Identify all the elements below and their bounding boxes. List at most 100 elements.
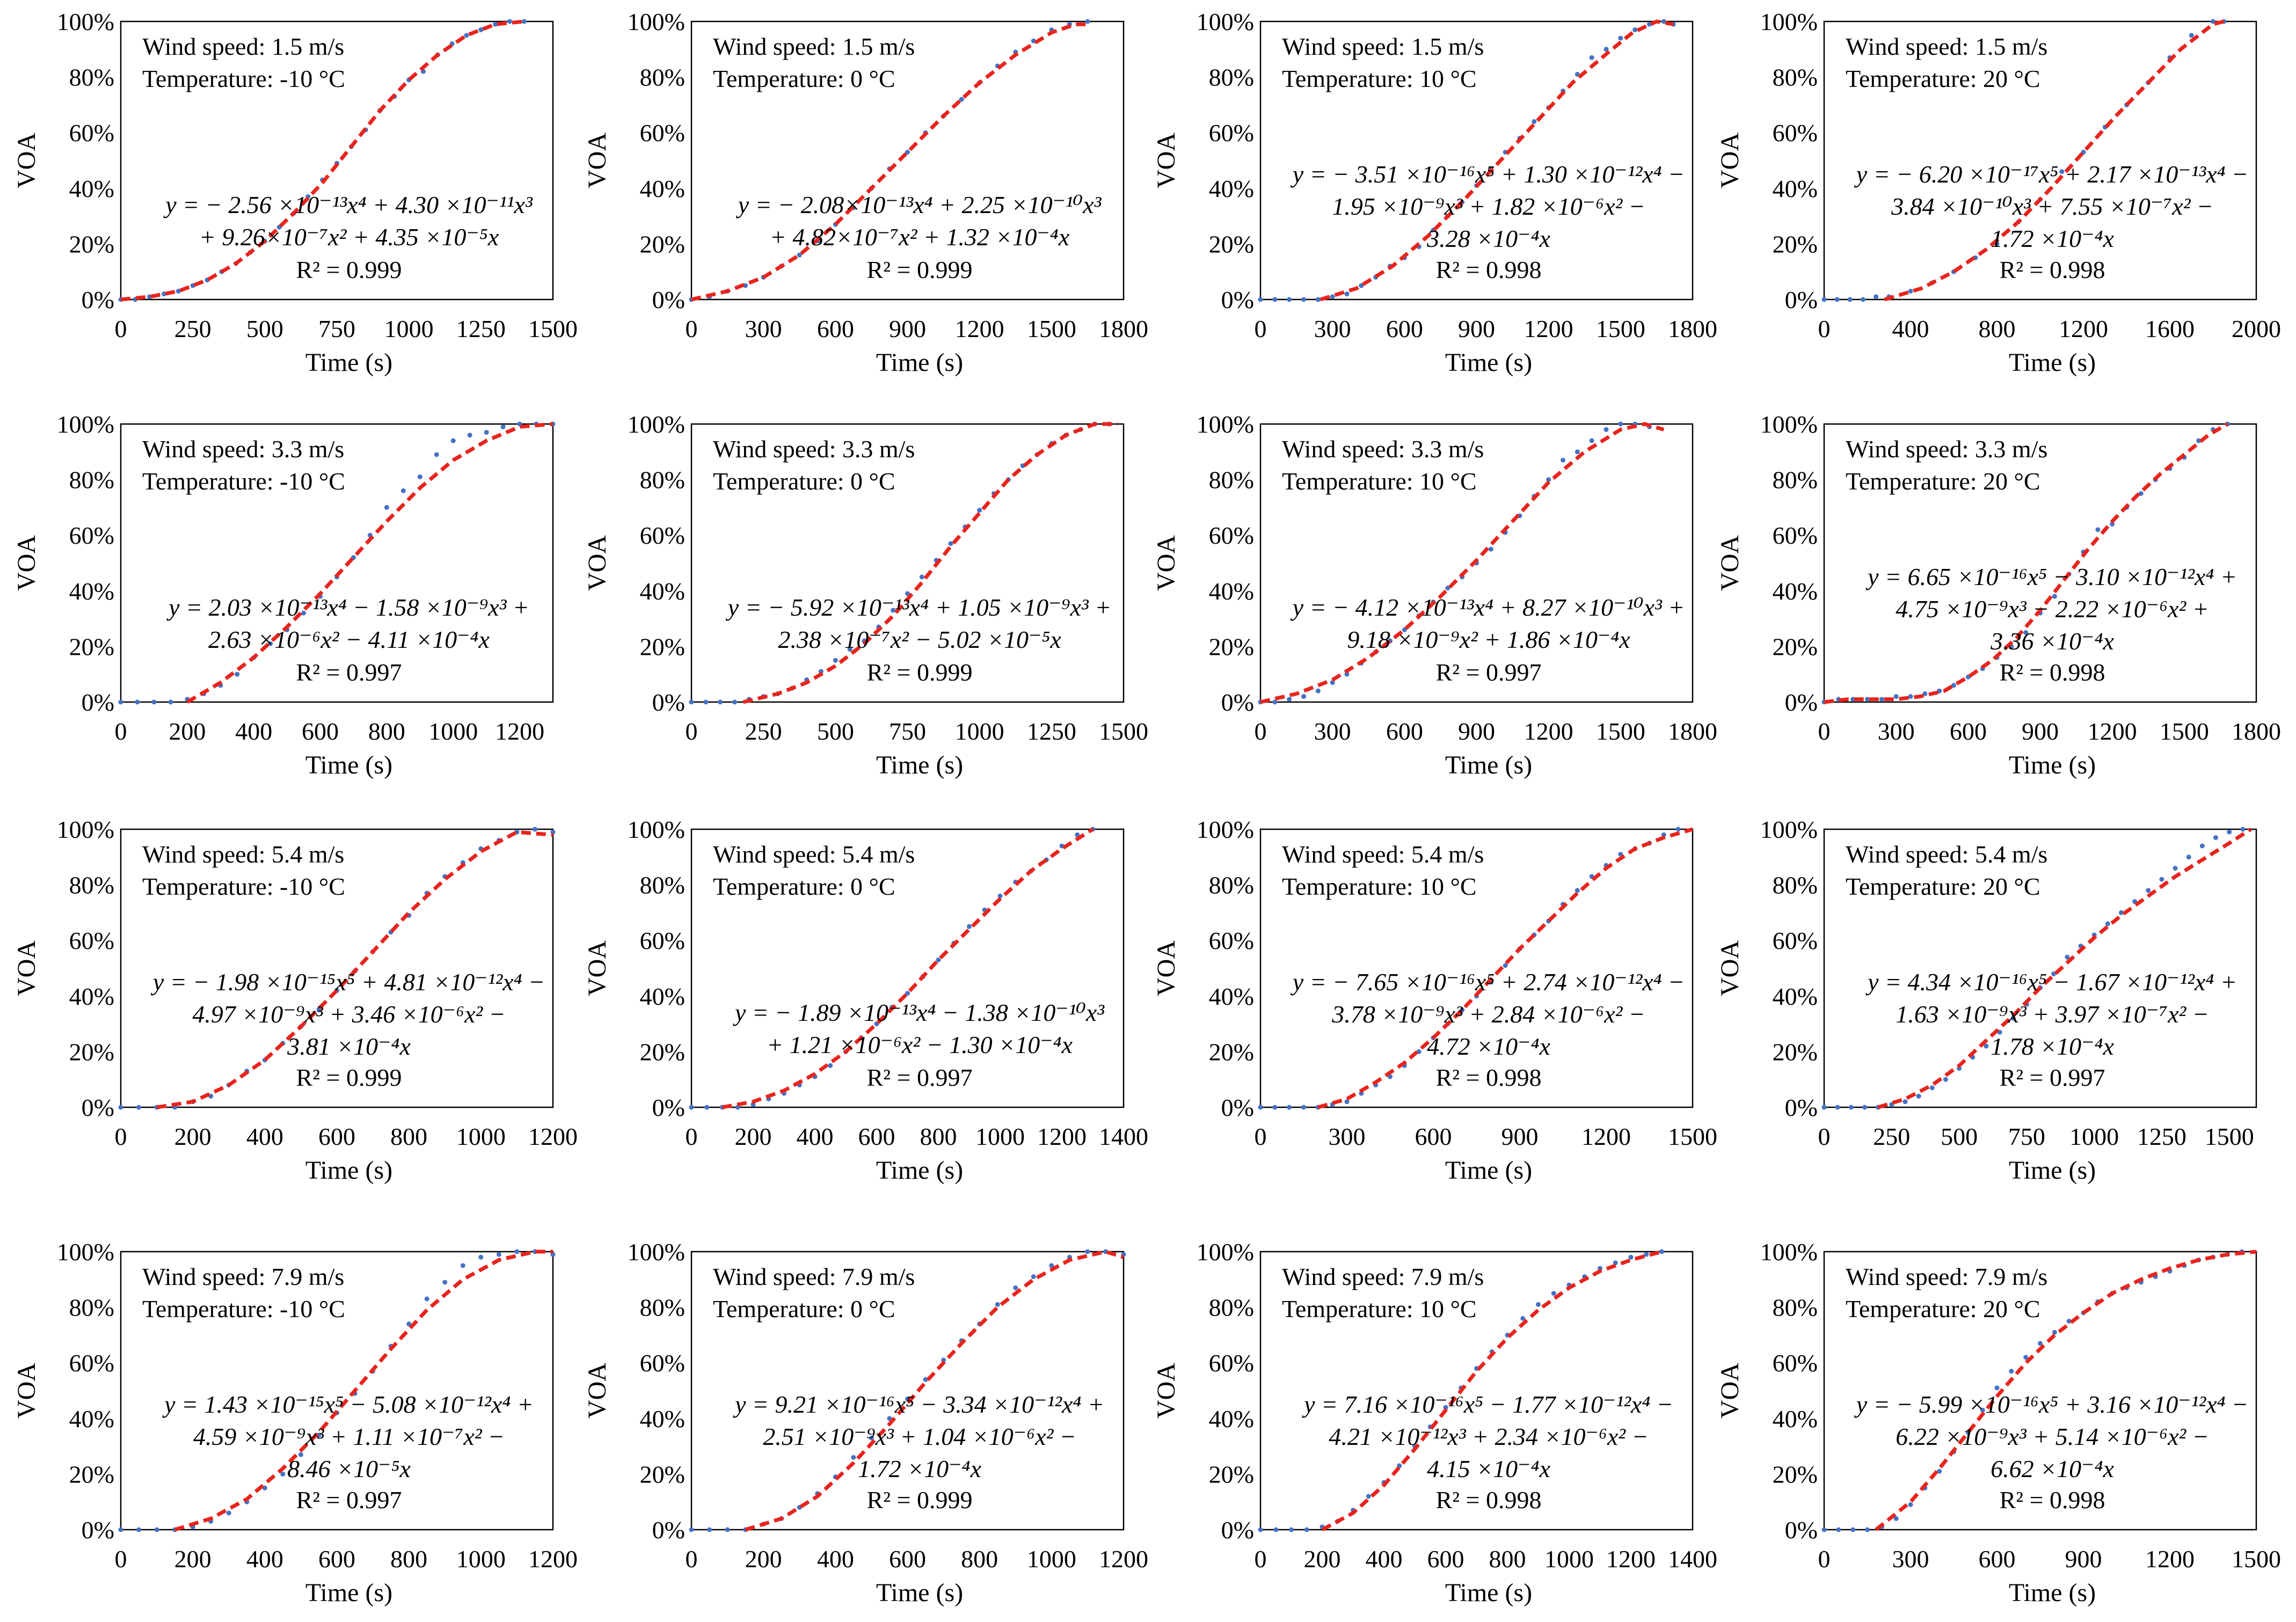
x-tick-label: 200 [174,1545,212,1573]
temperature-label: Temperature: 20 °C [1846,873,2040,900]
y-axis-title: VOA [1716,940,1744,996]
y-tick-label: 60% [640,1349,685,1377]
chart-panel: 0% 20% 40% 60% 80% 100% 0 200 400 600 800 1000 1200 T… [12,1238,578,1607]
measured-point [434,452,439,457]
measured-point [1589,438,1594,443]
x-tick-label: 400 [246,1123,283,1150]
measured-point [2059,169,2065,174]
x-tick-label: 0 [1255,315,1267,342]
x-tick-label: 300 [745,315,782,342]
x-tick-label: 600 [1950,718,1987,745]
measured-point [919,574,924,580]
r-squared-label: R² = 0.997 [296,659,402,686]
x-tick-label: 400 [1366,1545,1403,1573]
y-tick-label: 60% [69,119,114,147]
x-tick-label: 800 [920,1123,957,1150]
measured-point [1258,297,1263,302]
x-tick-label: 1000 [456,1123,506,1150]
y-tick-label: 40% [1773,578,1818,605]
y-tick-label: 100% [57,1238,114,1266]
r-squared-label: R² = 0.998 [2000,256,2105,283]
fit-curve [1260,422,1665,704]
r-squared-label: R² = 0.999 [296,256,402,283]
measured-point [1865,697,1870,702]
y-tick-label: 20% [1209,1038,1254,1065]
r-squared-label: R² = 0.999 [867,1486,973,1514]
measured-point [995,1302,1000,1307]
x-tick-label: 1500 [1027,315,1076,342]
measured-point [442,1280,448,1285]
x-tick-label: 0 [1255,718,1267,745]
y-tick-label: 100% [628,1238,685,1266]
regression-equation-line: y = − 7.65 ×10⁻¹⁶x⁵ + 2.74 ×10⁻¹²x⁴ − [1291,968,1685,996]
measured-point [689,699,694,705]
x-tick-label: 0 [115,315,127,342]
y-tick-label: 60% [1209,927,1254,954]
x-tick-label: 0 [1818,1123,1831,1150]
wind-speed-label: Wind speed: 7.9 m/s [713,1263,915,1290]
chart-panel: 0% 20% 40% 60% 80% 100% 0 200 400 600 800 1000 1200 T… [583,1238,1148,1607]
x-tick-label: 1000 [1027,1545,1076,1573]
x-tick-label: 0 [686,1545,698,1573]
measured-point [176,288,181,294]
y-tick-label: 60% [1773,1349,1818,1377]
x-tick-label: 1250 [456,315,506,342]
measured-point [1632,27,1638,33]
x-tick-label: 1000 [456,1545,506,1573]
x-axis-title: Time (s) [876,348,963,377]
x-tick-label: 800 [390,1545,427,1573]
y-tick-label: 0% [1785,689,1818,716]
y-tick-label: 20% [69,1460,114,1488]
wind-speed-label: Wind speed: 1.5 m/s [142,33,344,60]
measured-point [1013,1285,1018,1290]
x-tick-label: 750 [889,718,926,745]
x-tick-label: 900 [1458,718,1495,745]
measured-point [118,699,123,705]
measured-point [1922,691,1928,696]
measured-point [936,957,941,962]
x-tick-label: 1200 [2088,718,2137,745]
measured-point [2009,1369,2014,1374]
measured-point [1984,1043,1989,1049]
measured-point [1644,1252,1649,1257]
wind-speed-label: Wind speed: 5.4 m/s [142,841,344,868]
y-axis-title: VOA [583,133,611,188]
measured-point [1661,19,1666,24]
x-tick-label: 1200 [1581,1123,1631,1150]
x-axis-title: Time (s) [1445,1579,1532,1607]
y-tick-label: 40% [640,175,685,202]
measured-point [1301,297,1306,302]
x-tick-label: 400 [246,1545,283,1573]
y-tick-label: 0% [1221,286,1254,313]
measured-point [689,1105,694,1110]
measured-point [1835,1105,1840,1110]
y-tick-label: 40% [1773,175,1818,202]
measured-point [1834,297,1840,302]
measured-point [2105,921,2110,926]
x-tick-label: 300 [1892,1545,1929,1573]
measured-point [1520,1316,1526,1321]
measured-point [869,1435,874,1441]
x-tick-label: 1800 [1099,315,1148,342]
x-tick-label: 800 [390,1123,427,1150]
measured-point [828,1063,833,1068]
r-squared-label: R² = 0.999 [867,659,973,686]
y-axis-title: VOA [1716,1363,1744,1419]
fit-curve [1884,19,2225,302]
y-tick-label: 20% [640,633,685,660]
regression-equation-line: 4.72 ×10⁻⁴x [1427,1033,1550,1060]
y-tick-label: 100% [628,8,685,35]
measured-point [1315,688,1321,693]
y-tick-label: 40% [1209,578,1254,605]
x-tick-label: 300 [1329,1123,1366,1150]
y-tick-label: 0% [1785,1094,1818,1121]
x-tick-label: 600 [817,315,854,342]
regression-equation-line: y = − 4.12 ×10⁻¹³x⁴ + 8.27 ×10⁻¹⁰x³ + [1291,594,1685,621]
regression-equation-line: 3.36 ×10⁻⁴x [1990,627,2114,655]
y-tick-label: 80% [640,872,685,899]
measured-point [1943,1077,1948,1082]
x-tick-label: 300 [1314,718,1351,745]
x-tick-label: 1000 [384,315,434,342]
y-tick-label: 60% [1209,522,1254,549]
x-tick-label: 0 [115,718,127,745]
